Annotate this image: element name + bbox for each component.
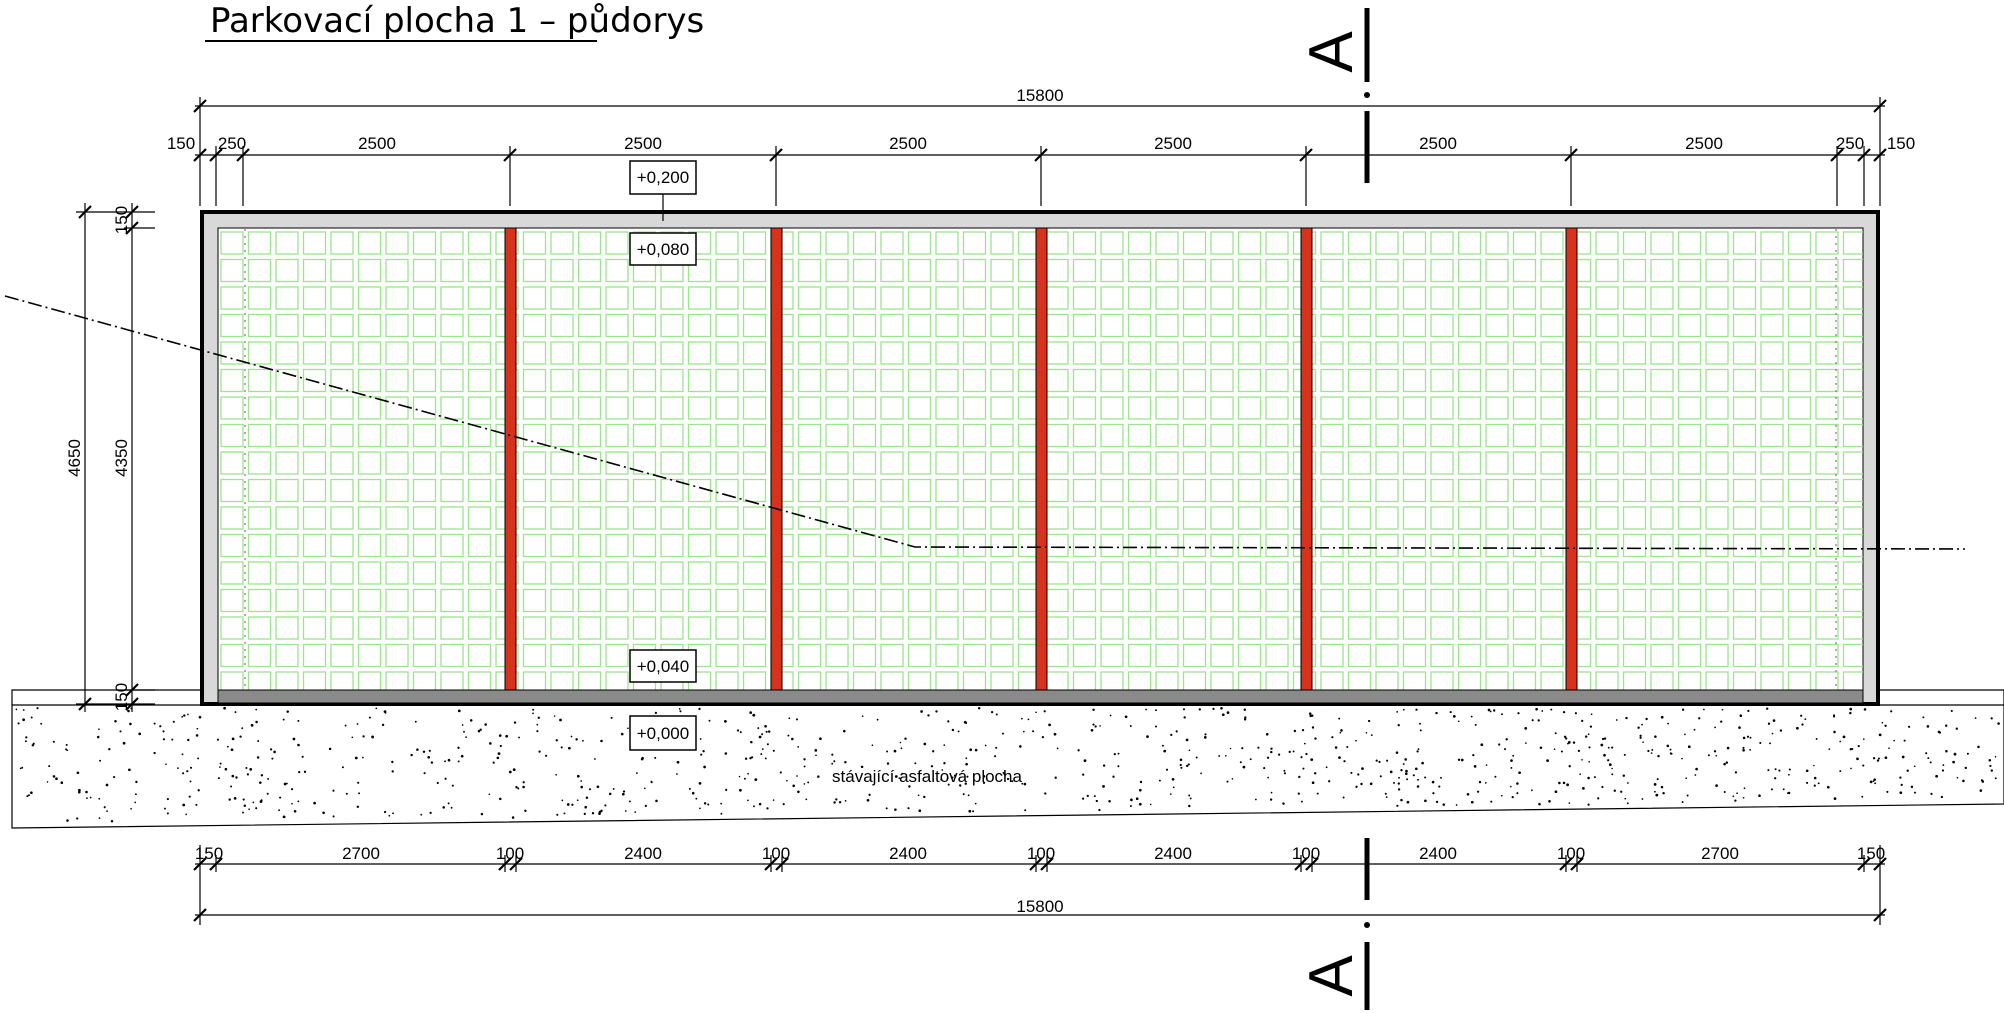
dim-bottom-bay-6: 2700: [1701, 844, 1739, 863]
level-top-edge: +0,200: [637, 168, 689, 187]
dim-bottom-divider-5: 100: [1557, 844, 1585, 863]
dim-top-sub-right: 250: [1836, 134, 1864, 153]
dim-bottom-divider-1: 100: [496, 844, 524, 863]
level-bottom-inner: +0,040: [637, 657, 689, 676]
dim-bottom-divider-4: 100: [1292, 844, 1320, 863]
dim-top-edge-right: 150: [1887, 134, 1915, 153]
dim-top-bay-5: 2500: [1419, 134, 1457, 153]
drawing-title: Parkovací plocha 1 – půdorys: [210, 1, 704, 41]
bottom-curb-band: [217, 689, 1864, 704]
dim-top-bay-2: 2500: [624, 134, 662, 153]
dim-bottom-divider-2: 100: [762, 844, 790, 863]
existing-asphalt: [11, 689, 2004, 829]
dim-bottom-edge-left: 150: [195, 844, 223, 863]
dim-left-edge-bottom: 150: [112, 683, 131, 711]
dim-bottom-bay-4: 2400: [1154, 844, 1192, 863]
bottom-dimension-ticks: [193, 857, 1887, 922]
level-tag-bottom-inner: +0,040: [629, 649, 697, 683]
dim-top-overall: 15800: [1016, 86, 1063, 105]
dim-left-overall: 4650: [65, 439, 84, 477]
section-mark-top: A: [1297, 31, 1366, 73]
top-dimension-ticks: [193, 99, 1887, 162]
dim-top-edge-left: 150: [167, 134, 195, 153]
dim-top-bay-3: 2500: [889, 134, 927, 153]
ground-label: stávající asfaltová plocha: [832, 767, 1022, 786]
divider-3: [1035, 227, 1048, 691]
dim-top-bay-6: 2500: [1685, 134, 1723, 153]
section-cut-line: [1364, 8, 1370, 1010]
dim-left-inner: 4350: [112, 439, 131, 477]
dim-top-sub-left: 250: [218, 134, 246, 153]
boundary-line: [4, 295, 1966, 550]
dim-bottom-edge-right: 150: [1857, 844, 1885, 863]
level-top-inner: +0,080: [637, 240, 689, 259]
dim-bottom-bay-3: 2400: [889, 844, 927, 863]
dim-bottom-bay-5: 2400: [1419, 844, 1457, 863]
divider-5: [1565, 227, 1578, 691]
level-tag-ground: +0,000: [629, 715, 697, 751]
divider-4: [1300, 227, 1313, 691]
level-tag-top-inner: +0,080: [629, 232, 697, 266]
level-tag-top-edge: +0,200: [629, 160, 697, 221]
dim-top-bay-1: 2500: [358, 134, 396, 153]
dim-bottom-bay-1: 2700: [342, 844, 380, 863]
dim-bottom-bay-2: 2400: [624, 844, 662, 863]
dim-top-bay-4: 2500: [1154, 134, 1192, 153]
left-dimension-lines: [76, 203, 155, 712]
section-mark-bottom: A: [1297, 955, 1366, 997]
dim-bottom-overall: 15800: [1016, 897, 1063, 916]
left-dimension-ticks: [78, 205, 139, 711]
top-dimension-lines: [195, 97, 1885, 206]
divider-1: [504, 227, 517, 691]
divider-2: [770, 227, 783, 691]
dim-left-edge-top: 150: [112, 206, 131, 234]
dividers: [504, 227, 1578, 691]
level-ground: +0,000: [637, 724, 689, 743]
dim-bottom-divider-3: 100: [1027, 844, 1055, 863]
